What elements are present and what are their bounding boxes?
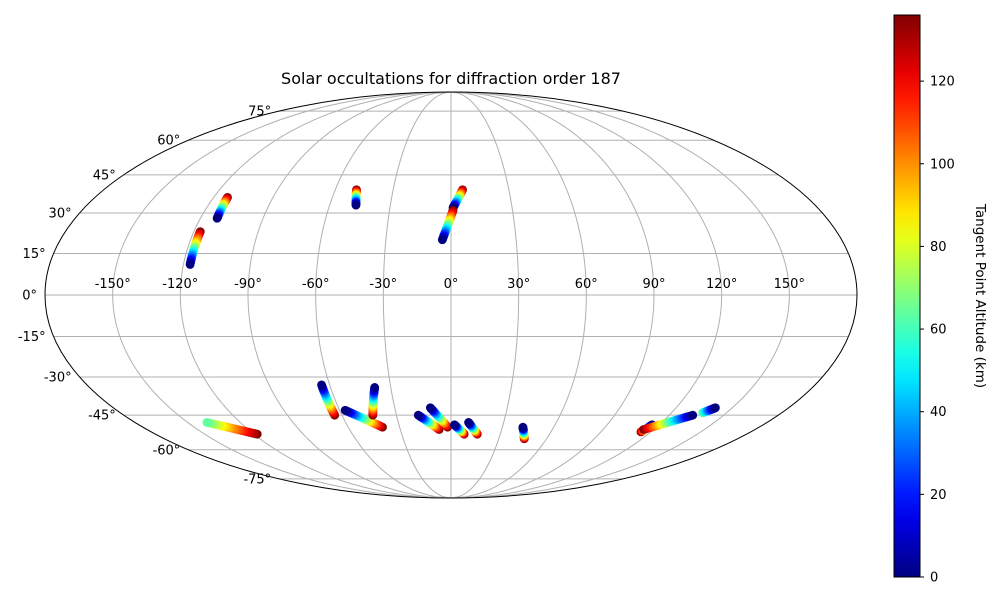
lon-tick-label: 150° — [774, 277, 805, 292]
occultation-track — [202, 418, 262, 439]
track-point — [425, 403, 435, 413]
colorbar-label: Tangent Point Altitude (km) — [972, 203, 988, 388]
track-point — [370, 383, 380, 392]
colorbar-tick-label: 40 — [930, 405, 947, 420]
map-area: -150° -120° -90° -60° -30° 0° 30° 60° 90° 120° 150… — [18, 91, 858, 499]
occultation-track — [185, 227, 205, 269]
colorbar-tick-label: 20 — [930, 488, 947, 503]
grid-line-lon — [179, 91, 452, 499]
lon-tick-label: 60° — [575, 277, 598, 292]
occultation-track — [212, 192, 232, 223]
occultation-track — [518, 422, 529, 444]
grid-line-lon — [450, 91, 520, 499]
lon-tick-label: -60° — [302, 277, 330, 292]
lat-tick-label: 0° — [22, 289, 37, 304]
colorbar-tick-label: 100 — [930, 157, 955, 172]
chart-title: Solar occultations for diffraction order… — [281, 69, 621, 88]
lon-tick-label: 30° — [507, 277, 530, 292]
lat-tick-label: -45° — [88, 409, 116, 424]
occultation-track — [464, 418, 482, 439]
colorbar: 0 20 40 60 80 100 120 Tangent Point Altitude (… — [893, 14, 988, 586]
track-point — [711, 403, 720, 413]
track-point — [688, 410, 698, 420]
track-point — [351, 200, 361, 210]
colorbar-tick-label: 0 — [930, 571, 938, 586]
lon-tick-label: -120° — [162, 277, 198, 292]
occultation-track — [437, 205, 458, 245]
lon-tick-label: 0° — [444, 277, 459, 292]
track-point — [413, 410, 423, 420]
lat-tick-label: -30° — [44, 371, 72, 386]
occultation-track — [368, 383, 380, 420]
colorbar-ticks: 0 20 40 60 80 100 120 — [920, 75, 955, 586]
lat-tick-label: -60° — [153, 443, 181, 458]
grid-line-lon — [112, 91, 452, 499]
occultation-track — [425, 403, 452, 432]
grid-line-lon — [382, 91, 452, 499]
occultation-track — [317, 380, 340, 420]
lon-tick-label: -30° — [369, 277, 397, 292]
track-point — [185, 260, 195, 269]
grid-line-lon — [450, 91, 587, 499]
lat-tick-label: 60° — [157, 134, 180, 149]
track-point — [450, 420, 459, 430]
lat-tick-label: -15° — [18, 330, 46, 345]
lon-tick-label: 120° — [706, 277, 737, 292]
lat-tick-label: 15° — [23, 247, 46, 262]
occultation-track — [351, 185, 361, 210]
colorbar-tick-label: 80 — [930, 240, 947, 255]
grid-line-lon — [315, 91, 452, 499]
lon-tick-label: -150° — [95, 277, 131, 292]
grid-line-lon — [247, 91, 452, 499]
colorbar-tick-label: 120 — [930, 75, 955, 90]
occultation-tracks — [185, 185, 720, 444]
lat-tick-label: -75° — [243, 472, 271, 487]
colorbar-tick-label: 60 — [930, 323, 947, 338]
longitude-tick-labels: -150° -120° -90° -60° -30° 0° 30° 60° 90° 120° 150… — [95, 277, 805, 292]
graticule — [45, 91, 857, 499]
track-point — [212, 213, 222, 223]
occultation-track — [413, 410, 444, 434]
track-point — [437, 235, 447, 245]
track-point — [202, 418, 212, 427]
lat-tick-label: 45° — [93, 168, 116, 183]
track-point — [317, 380, 326, 390]
lon-tick-label: -90° — [234, 277, 262, 292]
occultation-track — [698, 403, 720, 418]
grid-line-lon — [450, 91, 655, 499]
track-point — [464, 418, 473, 427]
occultation-track — [450, 420, 469, 439]
track-point — [518, 422, 528, 432]
lat-tick-label: 30° — [49, 207, 72, 222]
grid-line-lon — [450, 91, 790, 499]
map-outline — [44, 91, 858, 499]
lat-tick-label: 75° — [248, 105, 271, 120]
track-point — [340, 405, 350, 415]
lon-tick-label: 90° — [642, 277, 665, 292]
colorbar-gradient — [893, 14, 921, 578]
grid-line-lon — [450, 91, 723, 499]
occultation-track — [639, 410, 698, 434]
latitude-tick-labels: 75° 60° 45° 30° 15° 0° -15° -30° -45° -60° -75° — [18, 105, 271, 488]
